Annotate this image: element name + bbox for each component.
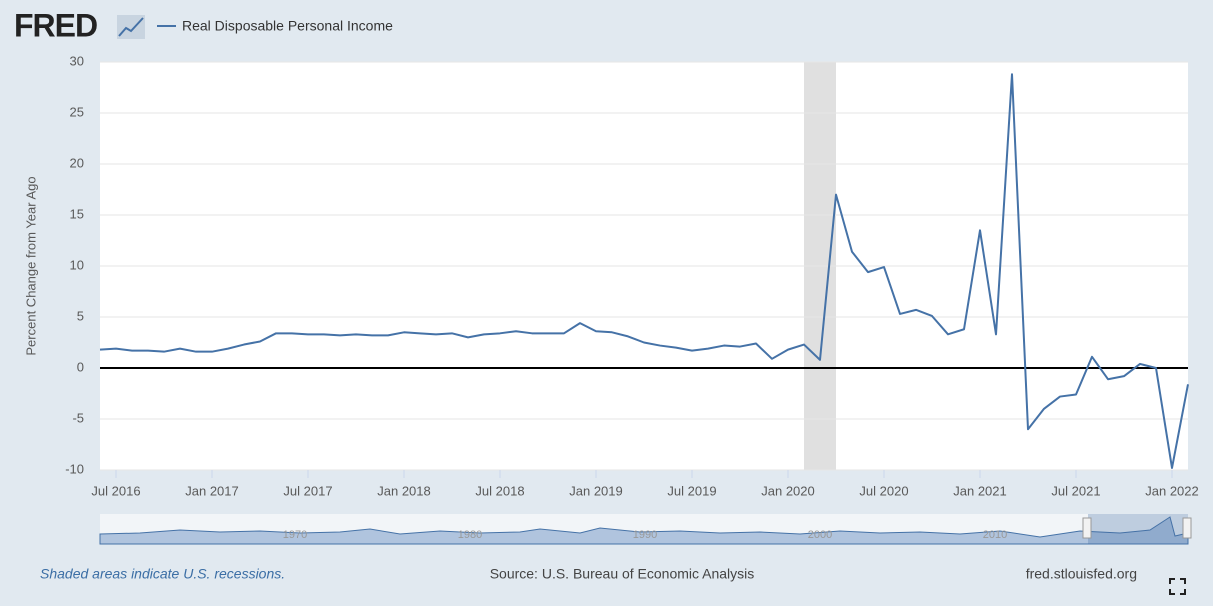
legend-label: Real Disposable Personal Income bbox=[182, 18, 393, 34]
y-tick-label: 10 bbox=[70, 257, 84, 272]
x-tick-label: Jul 2020 bbox=[859, 483, 908, 498]
x-tick-label: Jan 2021 bbox=[953, 483, 1007, 498]
x-tick-label: Jan 2017 bbox=[185, 483, 239, 498]
y-tick-label: -5 bbox=[72, 410, 84, 425]
navigator-label: 1990 bbox=[633, 529, 657, 541]
navigator: 1970 1980 1990 2000 2010 bbox=[99, 514, 1192, 545]
x-tick-label: Jul 2021 bbox=[1051, 483, 1100, 498]
x-tick-label: Jan 2022 bbox=[1145, 483, 1199, 498]
navigator-label: 2010 bbox=[983, 529, 1007, 541]
logo-icon bbox=[117, 15, 145, 39]
x-tick-label: Jan 2018 bbox=[377, 483, 431, 498]
y-tick-label: 20 bbox=[70, 155, 84, 170]
fullscreen-icon[interactable] bbox=[1169, 578, 1186, 595]
y-axis-label: Percent Change from Year Ago bbox=[23, 176, 38, 355]
y-tick-label: 5 bbox=[77, 308, 84, 323]
x-tick-label: Jan 2020 bbox=[761, 483, 815, 498]
navigator-label: 2000 bbox=[808, 529, 832, 541]
navigator-label: 1970 bbox=[283, 529, 307, 541]
navigator-label: 1980 bbox=[458, 529, 482, 541]
brand-logo: FRED bbox=[14, 7, 97, 43]
y-tick-label: 25 bbox=[70, 104, 84, 119]
y-tick-label: 0 bbox=[77, 359, 84, 374]
x-tick-label: Jul 2018 bbox=[475, 483, 524, 498]
navigator-handle[interactable] bbox=[1082, 517, 1092, 539]
series-line bbox=[99, 73, 1189, 469]
y-tick-label: -10 bbox=[65, 461, 84, 476]
navigator-area bbox=[99, 516, 1189, 545]
navigator-handle[interactable] bbox=[1182, 517, 1192, 539]
x-tick-label: Jul 2019 bbox=[667, 483, 716, 498]
x-tick-label: Jan 2019 bbox=[569, 483, 623, 498]
x-tick-label: Jul 2017 bbox=[283, 483, 332, 498]
y-tick-label: 30 bbox=[70, 53, 84, 68]
site-url: fred.stlouisfed.org bbox=[1026, 566, 1137, 582]
source: Source: U.S. Bureau of Economic Analysis bbox=[490, 566, 755, 582]
navigator-selection[interactable] bbox=[1088, 514, 1188, 544]
recession-note: Shaded areas indicate U.S. recessions. bbox=[40, 566, 285, 582]
x-tick-label: Jul 2016 bbox=[91, 483, 140, 498]
y-tick-label: 15 bbox=[70, 206, 84, 221]
